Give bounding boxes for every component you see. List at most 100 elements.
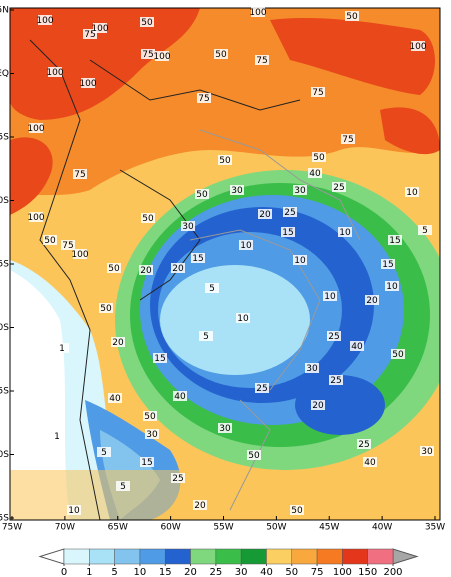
contour-label-box	[283, 207, 297, 217]
contour-label: 75	[311, 87, 325, 98]
contour-label: 100	[153, 51, 171, 62]
contour-label-text: 50	[313, 153, 325, 163]
contour-label-box	[97, 447, 111, 457]
contour-label: 50	[247, 450, 261, 461]
contour-label-text: 100	[71, 250, 88, 260]
contour-label-box	[247, 450, 261, 460]
contour-label: 20	[311, 400, 325, 411]
contour-label-box	[141, 49, 155, 59]
contour-label: 30	[420, 446, 434, 457]
contour-label-text: 50	[142, 214, 154, 224]
colorbar-segment	[164, 548, 191, 565]
contour-label-box	[411, 41, 425, 51]
contour-label-text: 100	[91, 24, 108, 34]
contour-label-text: 10	[68, 506, 80, 516]
colorbar-label: 200	[383, 567, 402, 577]
contour-label-text: 30	[182, 222, 194, 232]
contour-label-text: 10	[237, 314, 249, 324]
contour-label: 30	[181, 221, 195, 232]
contour-label-box	[55, 343, 69, 353]
contour-label: 50	[141, 213, 155, 224]
colorbar-segment	[367, 548, 394, 565]
contour-label: 25	[171, 473, 185, 484]
contour-label-box	[139, 265, 153, 275]
contour-label-box	[145, 429, 159, 439]
contour-label-text: 75	[198, 94, 209, 104]
contour-label-box	[332, 182, 346, 192]
colorbar-segment	[215, 548, 242, 565]
contour-label-box	[140, 17, 154, 27]
contour-label-text: 10	[386, 282, 398, 292]
contour-label-box	[420, 446, 434, 456]
contour-label-text: 100	[46, 68, 63, 78]
contour-label-text: 75	[256, 56, 267, 66]
colorbar-segment	[240, 548, 267, 565]
contour-label-text: 75	[62, 241, 73, 251]
contour-label-text: 100	[27, 124, 44, 134]
contour-label-text: 75	[84, 30, 95, 40]
contour-label: 50	[140, 17, 154, 28]
contour-label-text: 100	[409, 42, 426, 52]
contour-label-box	[108, 393, 122, 403]
contour-label-text: 10	[339, 228, 351, 238]
contour-label: 15	[153, 353, 167, 364]
contour-label: 10	[236, 313, 250, 324]
contour-label-text: 30	[219, 424, 231, 434]
contour-label-box	[143, 411, 157, 421]
contour-label-text: 50	[141, 18, 153, 28]
contour-label-box	[48, 67, 62, 77]
lon-label: 55W	[213, 523, 233, 533]
contour-label-box	[290, 505, 304, 515]
contour-label-box	[311, 87, 325, 97]
contour-label: 75	[255, 55, 269, 66]
contour-label: 100	[91, 23, 109, 34]
contour-label-text: 100	[153, 52, 170, 62]
contour-label-text: 20	[172, 264, 184, 274]
contour-label-box	[197, 93, 211, 103]
contour-label-box	[357, 439, 371, 449]
contour-label-box	[81, 78, 95, 88]
contour-label: 20	[111, 337, 125, 348]
contour-label: 20	[258, 209, 272, 220]
contour-label: 15	[381, 259, 395, 270]
contour-label: 25	[332, 182, 346, 193]
contour-label: 5	[199, 331, 213, 342]
contour-label-box	[341, 134, 355, 144]
contour-label-box	[93, 23, 107, 33]
contour-label-box	[205, 283, 219, 293]
contour-label: 15	[281, 227, 295, 238]
contour-label: 100	[249, 7, 267, 18]
contour-label: 20	[171, 263, 185, 274]
contour-label: 50	[107, 263, 121, 274]
contour-label-box	[116, 481, 130, 491]
contour-label: 10	[405, 187, 419, 198]
contour-label-text: 15	[389, 236, 400, 246]
contour-label-text: 50	[248, 451, 260, 461]
contour-label-text: 30	[146, 430, 158, 440]
contour-label-box	[365, 295, 379, 305]
contour-label-text: 20	[140, 266, 152, 276]
contour-label-box	[111, 337, 125, 347]
contour-label-box	[230, 185, 244, 195]
colorbar-label: 100	[333, 567, 352, 577]
contour-label-text: 15	[382, 260, 393, 270]
contour-label: 30	[145, 429, 159, 440]
contour-label-box	[385, 281, 399, 291]
contour-label-box	[29, 123, 43, 133]
contour-label-box	[350, 341, 364, 351]
contour-label-text: 15	[192, 254, 203, 264]
contour-label-text: 50	[346, 12, 358, 22]
contour-label: 100	[409, 41, 427, 52]
lon-label: 50W	[266, 523, 286, 533]
contour-label-text: 40	[109, 394, 121, 404]
contour-label: 25	[357, 439, 371, 450]
colorbar-label: 1	[86, 567, 92, 577]
contour-label: 25	[329, 375, 343, 386]
colorbar-label: 50	[285, 567, 298, 577]
contour-label-box	[338, 227, 352, 237]
contour-label-box	[255, 55, 269, 65]
lon-label: 75W	[2, 523, 22, 533]
contour-label: 5	[116, 481, 130, 492]
contour-label-text: 20	[112, 338, 124, 348]
